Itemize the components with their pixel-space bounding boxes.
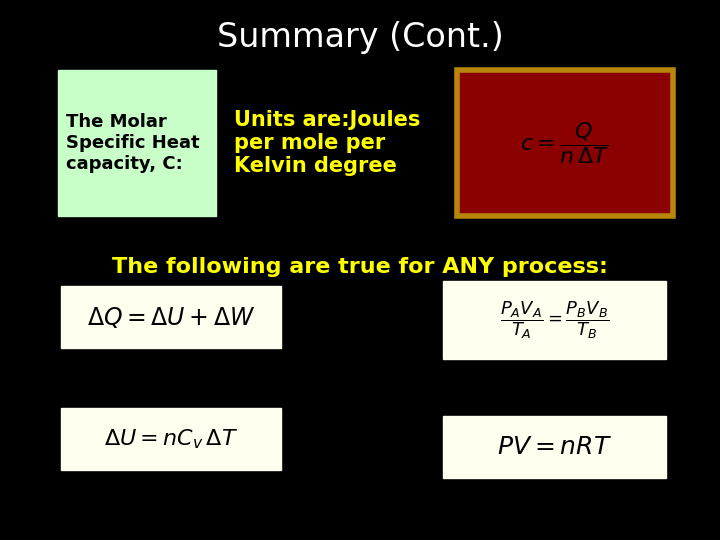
- Text: $\it{c} = \dfrac{Q}{n\,\Delta T}$: $\it{c} = \dfrac{Q}{n\,\Delta T}$: [521, 120, 610, 166]
- FancyBboxPatch shape: [61, 286, 281, 348]
- Text: Summary (Cont.): Summary (Cont.): [217, 21, 503, 55]
- FancyBboxPatch shape: [61, 408, 281, 470]
- Text: Units are:Joules
per mole per
Kelvin degree: Units are:Joules per mole per Kelvin deg…: [234, 110, 420, 176]
- FancyBboxPatch shape: [443, 281, 666, 359]
- Text: The Molar
Specific Heat
capacity, C:: The Molar Specific Heat capacity, C:: [66, 113, 200, 173]
- FancyBboxPatch shape: [443, 416, 666, 478]
- Text: $\dfrac{P_A V_A}{T_A} = \dfrac{P_B V_B}{T_B}$: $\dfrac{P_A V_A}{T_A} = \dfrac{P_B V_B}{…: [500, 299, 609, 341]
- FancyBboxPatch shape: [58, 70, 216, 216]
- Text: $\Delta Q = \Delta U + \Delta W$: $\Delta Q = \Delta U + \Delta W$: [87, 305, 255, 330]
- FancyBboxPatch shape: [457, 70, 673, 216]
- Text: $\Delta U = nC_v\,\Delta T$: $\Delta U = nC_v\,\Delta T$: [104, 427, 238, 450]
- Text: $\mathit{PV = nRT}$: $\mathit{PV = nRT}$: [497, 435, 612, 459]
- Text: The following are true for ANY process:: The following are true for ANY process:: [112, 257, 608, 278]
